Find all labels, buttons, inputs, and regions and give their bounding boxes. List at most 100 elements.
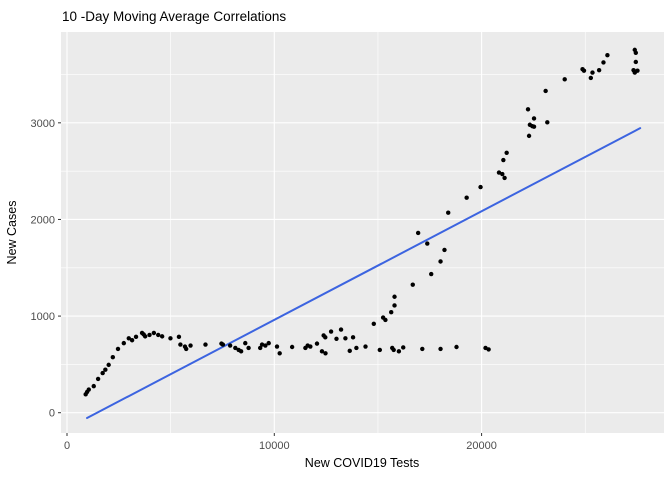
scatter-point xyxy=(389,310,394,315)
scatter-point xyxy=(258,345,263,351)
scatter-point xyxy=(243,340,248,346)
scatter-point xyxy=(429,271,434,277)
scatter-point xyxy=(420,346,425,352)
scatter-point xyxy=(392,294,397,299)
scatter-point xyxy=(184,346,189,352)
scatter-point xyxy=(391,347,396,353)
chart-title: 10 -Day Moving Average Correlations xyxy=(62,9,286,24)
scatter-point xyxy=(133,334,139,340)
scatter-point xyxy=(496,170,502,175)
scatter-point xyxy=(605,52,610,58)
scatter-point xyxy=(106,362,111,368)
scatter-point xyxy=(354,345,359,351)
scatter-point xyxy=(308,344,313,349)
scatter-point xyxy=(446,210,451,215)
scatter-point xyxy=(581,68,587,73)
trend-line xyxy=(86,127,642,420)
y-tick-label: 2000 xyxy=(31,214,55,226)
scatter-point xyxy=(110,354,116,360)
scatter-point xyxy=(259,342,265,347)
scatter-point xyxy=(328,329,334,334)
scatter-point xyxy=(156,332,161,338)
scatter-point xyxy=(392,303,397,308)
scatter-point xyxy=(588,75,594,81)
scatter-point xyxy=(545,120,550,125)
scatter-point xyxy=(347,348,352,354)
scatter-point xyxy=(277,351,282,356)
scatter-point xyxy=(562,77,567,82)
y-tick-label: 0 xyxy=(49,408,55,420)
x-tick-label: 0 xyxy=(64,440,70,452)
scatter-point xyxy=(633,59,639,65)
plot-panel xyxy=(61,32,664,433)
scatter-point xyxy=(371,321,376,327)
scatter-point xyxy=(504,150,509,155)
scatter-point xyxy=(323,351,328,356)
y-axis-title: New Cases xyxy=(5,201,19,265)
scatter-point xyxy=(126,336,131,341)
scatter-point xyxy=(343,336,348,341)
scatter-point xyxy=(425,241,430,246)
scatter-point xyxy=(396,349,402,354)
scatter-point xyxy=(350,335,356,340)
scatter-point xyxy=(121,340,127,346)
scatter-point xyxy=(596,67,602,73)
scatter-point xyxy=(334,336,339,341)
scatter-point xyxy=(220,342,226,347)
scatter-point xyxy=(478,184,483,190)
scatter-point xyxy=(203,342,208,347)
scatter-point xyxy=(502,175,507,181)
scatter-point xyxy=(91,383,96,389)
scatter-point xyxy=(338,327,344,332)
scatter-point xyxy=(142,334,148,339)
scatter-point xyxy=(263,343,268,348)
scatter-point xyxy=(442,247,447,253)
scatter-point xyxy=(238,349,244,354)
scatter-point xyxy=(188,343,193,348)
axes: 0 10000 20000 0 1000 2000 3000 xyxy=(31,118,497,452)
scatter-point xyxy=(314,341,320,346)
scatter-point xyxy=(383,317,388,323)
scatter-point xyxy=(363,344,368,349)
scatter-point xyxy=(100,370,105,376)
scatter-point xyxy=(319,349,325,354)
scatter-point xyxy=(323,335,328,340)
scatter-point xyxy=(147,332,152,338)
scatter-point xyxy=(233,345,238,351)
scatter-point xyxy=(486,347,491,352)
scatter-point xyxy=(464,195,469,200)
scatter-point xyxy=(377,347,383,353)
scatter-point xyxy=(590,70,595,75)
scatter-point xyxy=(543,88,548,94)
scatter-point xyxy=(103,367,108,372)
scatter-point xyxy=(601,60,606,65)
scatter-point xyxy=(525,107,531,112)
scatter-point xyxy=(454,344,459,350)
panel-background xyxy=(61,32,664,433)
scatter-point xyxy=(86,387,91,392)
scatter-point xyxy=(401,345,406,350)
scatter-point xyxy=(266,340,271,346)
scatter-point xyxy=(415,230,421,236)
scatter-point xyxy=(168,336,173,341)
scatter-point xyxy=(500,171,505,177)
x-tick-label: 10000 xyxy=(259,440,290,452)
scatter-point xyxy=(410,282,415,287)
scatter-point xyxy=(633,50,639,55)
scatter-point xyxy=(438,346,443,352)
y-tick-label: 1000 xyxy=(31,311,55,323)
y-tick-label: 3000 xyxy=(31,118,55,130)
scatter-point xyxy=(501,157,506,163)
scatter-point xyxy=(635,68,640,73)
scatter-point xyxy=(227,343,233,348)
x-axis-title: New COVID19 Tests xyxy=(305,456,419,470)
scatter-point xyxy=(438,259,443,264)
scatter-point xyxy=(95,376,101,382)
scatter-point xyxy=(159,334,165,339)
scatter-point xyxy=(176,334,182,340)
scatter-point xyxy=(526,133,532,139)
scatter-point xyxy=(246,345,251,351)
scatter-point xyxy=(115,346,121,352)
